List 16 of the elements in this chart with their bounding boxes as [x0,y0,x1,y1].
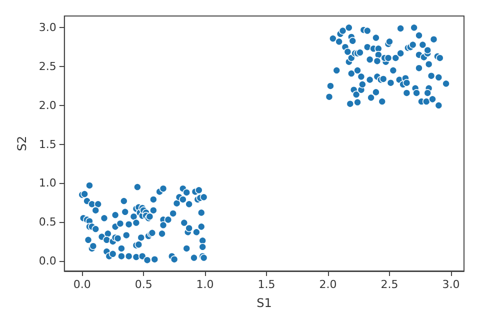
x-tick-label: 2.5 [380,278,398,291]
y-tick-label: 0.0 [38,254,56,268]
y-tick-label: 1.5 [38,138,56,151]
x-tick-label: 0.0 [73,278,91,291]
y-tick-label: 1.0 [38,176,56,190]
y-tick-label: 2.0 [38,98,56,112]
x-tick-label: 0.5 [134,278,152,291]
y-tick-label: 0.5 [38,216,56,229]
y-axis-title: S2 [15,136,29,152]
y-tick-label: 3.0 [38,21,56,34]
x-tick-label: 3.0 [442,278,460,291]
x-tick-label: 1.0 [196,278,214,291]
y-tick-label: 2.5 [38,60,56,74]
x-tick-label: 1.5 [258,278,276,291]
x-axis-title: S1 [256,296,272,310]
x-tick-label: 2.0 [319,278,337,291]
